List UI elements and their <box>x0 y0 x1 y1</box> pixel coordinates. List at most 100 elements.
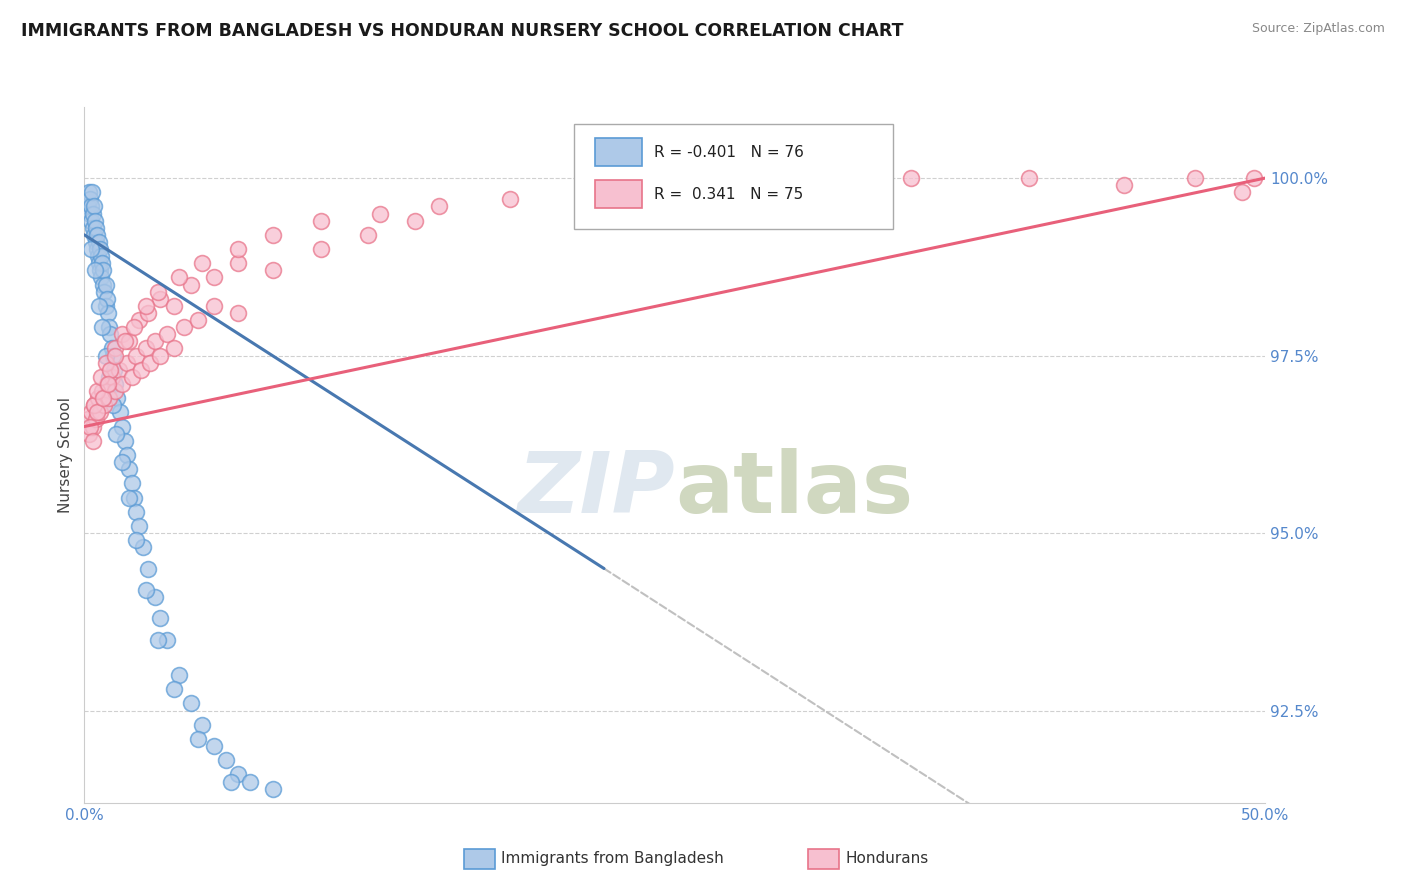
Point <box>77 426 100 441</box>
Point <box>900 171 922 186</box>
Text: Hondurans: Hondurans <box>845 852 928 866</box>
Point <box>90 270 112 285</box>
Text: Immigrants from Bangladesh: Immigrants from Bangladesh <box>501 852 723 866</box>
Point <box>90 369 112 384</box>
Point <box>86 227 108 242</box>
Point <box>84 220 107 235</box>
FancyBboxPatch shape <box>575 124 893 229</box>
Point <box>77 412 100 426</box>
Point <box>167 270 190 285</box>
Point <box>86 242 108 256</box>
Point <box>77 199 100 213</box>
Point <box>83 199 105 213</box>
Point <box>1184 171 1206 186</box>
Point <box>104 384 127 398</box>
Point <box>239 774 262 789</box>
Point <box>91 256 114 270</box>
Point <box>125 349 148 363</box>
Point <box>91 384 114 398</box>
Point <box>368 206 391 220</box>
Point <box>427 199 450 213</box>
Point <box>309 213 332 227</box>
Text: atlas: atlas <box>675 448 912 532</box>
Point <box>98 391 121 405</box>
Text: Source: ZipAtlas.com: Source: ZipAtlas.com <box>1251 22 1385 36</box>
Point <box>167 668 190 682</box>
Point <box>121 369 143 384</box>
Text: R = -0.401   N = 76: R = -0.401 N = 76 <box>654 145 803 160</box>
Point <box>87 249 110 263</box>
Point <box>149 611 172 625</box>
Point <box>219 774 242 789</box>
Point <box>82 206 104 220</box>
Point <box>94 299 117 313</box>
Point <box>180 277 202 292</box>
Point <box>91 263 114 277</box>
Point <box>79 419 101 434</box>
Point <box>121 476 143 491</box>
Point <box>125 505 148 519</box>
Point <box>87 391 110 405</box>
Point <box>226 767 249 781</box>
Point <box>226 242 249 256</box>
Point <box>593 186 616 200</box>
Point <box>114 434 136 448</box>
Point <box>77 186 100 200</box>
Point <box>87 235 110 249</box>
Point <box>139 356 162 370</box>
Point <box>146 632 169 647</box>
Point <box>87 256 110 270</box>
Point <box>135 582 157 597</box>
Point <box>83 398 105 412</box>
Point <box>122 320 145 334</box>
Point <box>79 192 101 206</box>
Point <box>101 398 124 412</box>
Point <box>115 448 138 462</box>
Point <box>357 227 380 242</box>
Point <box>82 220 104 235</box>
Point <box>98 327 121 342</box>
Point <box>156 632 179 647</box>
Point <box>226 256 249 270</box>
Point <box>135 299 157 313</box>
Point <box>149 349 172 363</box>
Point <box>97 376 120 391</box>
Point <box>91 391 114 405</box>
Point <box>149 292 172 306</box>
Point <box>104 349 127 363</box>
Point <box>135 342 157 356</box>
Point <box>187 731 209 746</box>
Point <box>128 313 150 327</box>
Point <box>98 369 121 384</box>
Point <box>129 362 152 376</box>
Point <box>83 398 105 412</box>
Point <box>309 242 332 256</box>
Point <box>90 249 112 263</box>
Point <box>202 270 225 285</box>
Point <box>98 362 121 376</box>
Point <box>226 306 249 320</box>
Point <box>89 263 111 277</box>
Point <box>82 434 104 448</box>
Point <box>1018 171 1040 186</box>
Point <box>79 206 101 220</box>
Point <box>136 306 159 320</box>
Point <box>91 277 114 292</box>
Point <box>100 369 122 384</box>
Point <box>404 213 426 227</box>
Point <box>84 263 107 277</box>
Point <box>101 349 124 363</box>
Point <box>191 717 214 731</box>
Point <box>86 405 108 419</box>
Point <box>1112 178 1135 193</box>
Point <box>498 192 520 206</box>
Point <box>1243 171 1265 186</box>
Point <box>111 455 134 469</box>
Point <box>107 362 129 376</box>
Point <box>93 285 115 299</box>
Point <box>100 342 122 356</box>
Point <box>1230 186 1253 200</box>
Point <box>163 682 186 697</box>
Point <box>111 376 134 391</box>
Point <box>84 235 107 249</box>
